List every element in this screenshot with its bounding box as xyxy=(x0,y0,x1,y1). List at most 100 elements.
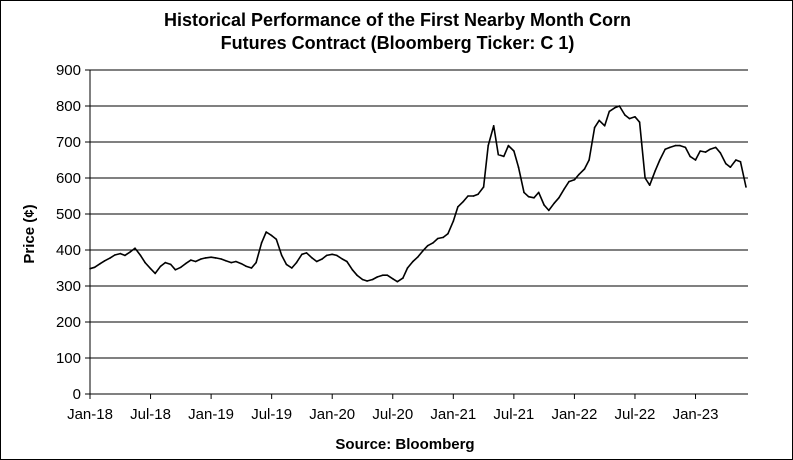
data-point xyxy=(462,200,465,203)
data-point xyxy=(184,262,187,265)
data-point xyxy=(553,202,555,204)
data-point xyxy=(255,261,257,264)
data-point xyxy=(709,148,711,150)
y-tick-label-300: 300 xyxy=(56,278,81,295)
data-point xyxy=(689,155,691,158)
data-point xyxy=(563,188,566,190)
data-point xyxy=(230,261,233,264)
data-point xyxy=(295,261,298,264)
data-point xyxy=(654,170,656,172)
data-point xyxy=(139,254,142,257)
data-point xyxy=(366,280,368,282)
data-point xyxy=(674,144,677,147)
data-point xyxy=(437,237,439,240)
data-point xyxy=(315,260,318,263)
chart-title-line-1: Historical Performance of the First Near… xyxy=(163,10,632,30)
data-point xyxy=(144,261,146,264)
axes xyxy=(89,70,748,399)
data-point xyxy=(558,197,560,199)
data-point xyxy=(406,267,409,269)
x-tick-label-Jan-18: Jan-18 xyxy=(67,406,113,423)
data-point xyxy=(321,258,323,260)
data-point xyxy=(537,191,540,194)
data-point xyxy=(305,252,308,254)
data-point xyxy=(412,260,414,263)
data-point xyxy=(523,191,525,194)
y-tick-label-900: 900 xyxy=(56,62,81,79)
data-point xyxy=(129,251,132,253)
data-point xyxy=(396,280,399,283)
data-point xyxy=(714,146,717,149)
data-point xyxy=(204,257,207,259)
data-point xyxy=(729,166,732,168)
data-point xyxy=(250,267,253,269)
data-point xyxy=(311,257,313,259)
data-point xyxy=(260,242,263,244)
data-point xyxy=(527,195,530,198)
data-point xyxy=(497,153,500,156)
chart-title-line-2: Futures Contract (Bloomberg Ticker: C 1) xyxy=(220,33,575,53)
data-point xyxy=(109,257,111,259)
data-point xyxy=(679,144,681,147)
data-point xyxy=(618,105,621,107)
data-point xyxy=(487,144,490,147)
data-point xyxy=(634,116,636,118)
data-point xyxy=(517,166,520,168)
data-point xyxy=(376,276,379,278)
data-point xyxy=(291,267,293,269)
data-point xyxy=(735,159,737,161)
data-point xyxy=(472,195,475,197)
data-point xyxy=(99,262,101,265)
data-point xyxy=(361,278,364,281)
data-point xyxy=(467,195,469,197)
data-point xyxy=(416,256,419,259)
data-point xyxy=(664,148,666,150)
y-axis-title: Price (¢) xyxy=(21,204,38,263)
data-point xyxy=(275,238,278,240)
data-point xyxy=(214,257,217,259)
y-tick-label-500: 500 xyxy=(56,206,81,223)
data-point xyxy=(704,151,707,153)
data-point xyxy=(351,269,354,271)
data-point xyxy=(503,155,505,158)
data-point xyxy=(684,146,687,149)
data-point xyxy=(432,242,434,244)
data-point xyxy=(573,179,576,181)
y-tick-label-700: 700 xyxy=(56,134,81,151)
data-point xyxy=(648,184,651,186)
data-point xyxy=(402,277,404,279)
data-point xyxy=(280,254,283,257)
data-point xyxy=(210,256,212,259)
data-point xyxy=(245,265,247,268)
x-tick-label-Jul-22: Jul-22 xyxy=(615,406,656,423)
data-point xyxy=(588,159,590,161)
data-point xyxy=(159,265,162,268)
data-point xyxy=(578,173,580,176)
x-axis-title: Source: Bloomberg xyxy=(335,436,474,453)
data-point xyxy=(371,278,374,281)
data-point xyxy=(285,263,288,266)
data-point xyxy=(628,117,631,120)
data-point xyxy=(608,110,611,113)
data-point xyxy=(124,254,126,257)
data-point xyxy=(725,162,727,165)
x-tick-label-Jul-21: Jul-21 xyxy=(493,406,534,423)
data-point xyxy=(265,231,268,233)
x-tick-label-Jan-19: Jan-19 xyxy=(188,406,234,423)
x-tick-label-Jul-18: Jul-18 xyxy=(130,406,171,423)
data-point xyxy=(114,254,116,256)
data-point xyxy=(190,259,192,261)
data-point xyxy=(154,272,156,275)
data-point xyxy=(220,258,222,260)
data-point xyxy=(614,107,616,109)
data-point xyxy=(543,204,545,206)
data-point xyxy=(644,177,646,179)
chart-title: Historical Performance of the First Near… xyxy=(1,9,793,55)
data-point xyxy=(356,274,358,277)
data-point xyxy=(739,161,742,163)
x-tick-label-Jul-20: Jul-20 xyxy=(372,406,413,423)
data-point xyxy=(513,150,515,152)
y-tick-label-0: 0 xyxy=(73,386,81,403)
data-point xyxy=(694,159,697,161)
